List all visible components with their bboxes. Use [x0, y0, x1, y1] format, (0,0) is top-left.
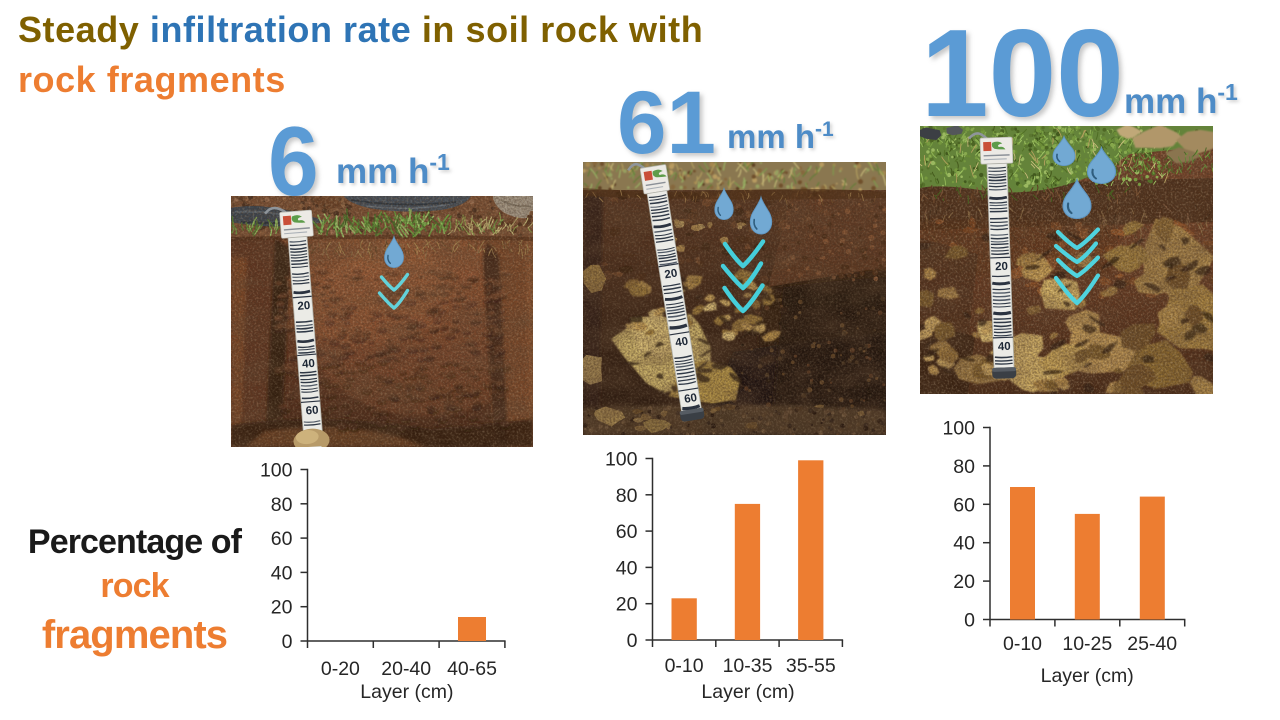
svg-text:0-10: 0-10 [665, 655, 704, 677]
svg-text:40: 40 [953, 533, 975, 555]
svg-text:60: 60 [616, 521, 638, 543]
svg-text:0: 0 [627, 630, 638, 652]
svg-text:80: 80 [271, 494, 293, 516]
svg-text:35-55: 35-55 [786, 655, 836, 677]
svg-text:Layer (cm): Layer (cm) [360, 681, 453, 703]
svg-text:40: 40 [302, 358, 316, 371]
svg-text:100: 100 [260, 460, 293, 482]
svg-text:0-20: 0-20 [321, 658, 360, 680]
svg-text:40: 40 [271, 562, 293, 584]
svg-text:0: 0 [282, 631, 293, 653]
svg-text:25-40: 25-40 [1127, 633, 1177, 655]
svg-text:60: 60 [953, 494, 975, 516]
svg-text:60: 60 [271, 528, 293, 550]
svg-text:0-10: 0-10 [1003, 633, 1042, 655]
svg-text:20: 20 [953, 571, 975, 593]
svg-text:20: 20 [995, 261, 1008, 273]
svg-text:40: 40 [616, 557, 638, 579]
svg-text:Layer (cm): Layer (cm) [1041, 665, 1134, 687]
svg-text:60: 60 [305, 405, 319, 418]
svg-text:20: 20 [616, 594, 638, 616]
svg-text:100: 100 [605, 449, 638, 471]
svg-text:80: 80 [953, 456, 975, 478]
svg-text:20: 20 [271, 597, 293, 619]
svg-text:10-25: 10-25 [1062, 633, 1112, 655]
svg-text:60: 60 [683, 392, 698, 406]
svg-text:40-65: 40-65 [447, 658, 497, 680]
svg-text:20-40: 20-40 [381, 658, 431, 680]
svg-text:80: 80 [616, 485, 638, 507]
svg-text:100: 100 [942, 418, 975, 440]
svg-text:40: 40 [998, 341, 1011, 353]
svg-text:Layer (cm): Layer (cm) [701, 681, 794, 703]
svg-text:20: 20 [297, 300, 311, 313]
svg-text:0: 0 [964, 610, 975, 632]
svg-text:20: 20 [664, 268, 679, 282]
svg-text:10-35: 10-35 [723, 655, 773, 677]
svg-text:40: 40 [675, 336, 690, 350]
